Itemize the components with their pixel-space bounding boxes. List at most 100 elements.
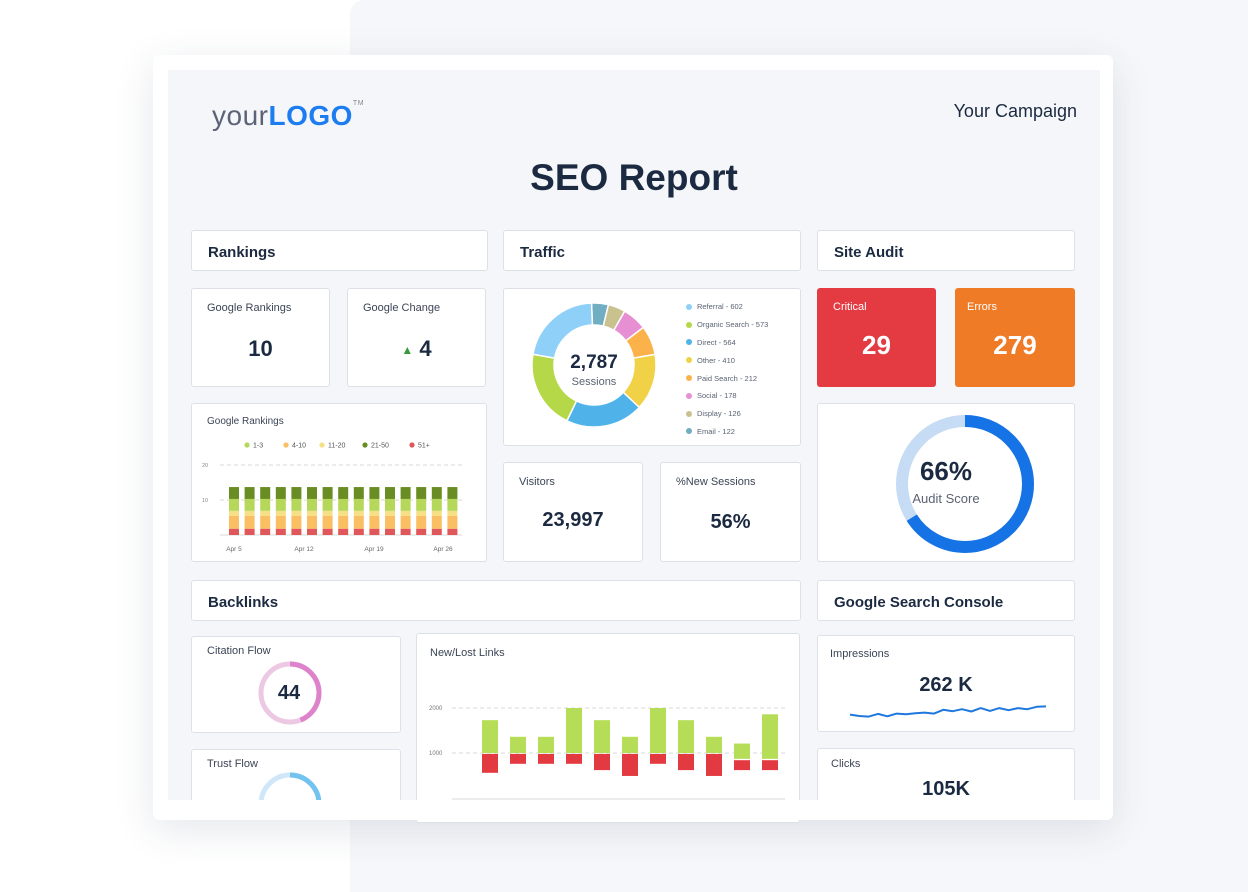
new-links-bar [706, 736, 722, 753]
x-tick-label: Apr 12 [294, 546, 314, 553]
legend-label: 11-20 [328, 443, 345, 450]
ring-progress [896, 415, 1034, 553]
new-links-bar [510, 736, 526, 753]
legend-dot [686, 321, 692, 328]
bar-segment-1-3 [307, 498, 317, 511]
lost-links-bar [566, 753, 582, 764]
bar-segment-4-10 [400, 515, 411, 529]
visitors-value: 23,997 [542, 509, 604, 531]
bar-segment-11-20 [338, 510, 349, 516]
section-rankings: Rankings [191, 230, 488, 271]
bar-segment-1-3 [275, 498, 286, 511]
legend-item: Social - 178 [686, 387, 768, 405]
card-label: Citation Flow [207, 645, 271, 657]
bar-segment-51+ [416, 528, 427, 535]
triangle-up-icon: ▲ [401, 343, 414, 357]
bar-segment-1-3 [338, 498, 349, 511]
critical-value: 29 [862, 330, 891, 360]
bar-segment-21-50 [260, 487, 271, 499]
legend-label: Paid Search - 212 [697, 373, 758, 383]
bar-segment-4-10 [260, 515, 271, 529]
new-sessions-value: 56% [710, 511, 751, 533]
legend-label: Social - 178 [697, 391, 737, 401]
logo-main: LOGO [268, 100, 353, 131]
legend-label: Direct - 564 [697, 337, 736, 347]
bar-segment-11-20 [291, 510, 302, 516]
legend-dot [686, 339, 692, 346]
bar-segment-11-20 [385, 510, 395, 516]
logo: yourLOGOTM [212, 100, 364, 132]
bar-segment-4-10 [244, 515, 255, 529]
google-rankings-chart-card: Google Rankings 10 20 Apr 5 Apr 12 Apr 19 Apr… [191, 403, 487, 562]
sessions-donut [531, 302, 657, 428]
bar-segment-11-20 [400, 510, 411, 516]
bar-segment-51+ [244, 528, 255, 535]
legend-item: Direct - 564 [686, 334, 768, 352]
impressions-value: 262 K [919, 674, 973, 696]
bar-segment-11-20 [353, 510, 364, 516]
impressions-card: Impressions 262 K [817, 635, 1075, 732]
bar-segment-51+ [353, 528, 364, 535]
bar-segment-51+ [447, 528, 458, 535]
bar-segment-4-10 [369, 515, 380, 529]
audit-score-label: Audit Score [912, 491, 980, 506]
visitors-card: Visitors 23,997 [503, 462, 643, 562]
bar-segment-21-50 [431, 487, 442, 499]
bar-segment-4-10 [431, 515, 442, 529]
critical-card: Critical 29 [817, 288, 936, 387]
bar-segment-51+ [431, 528, 442, 535]
bar-segment-1-3 [322, 498, 333, 511]
legend-label: Other - 410 [697, 355, 735, 365]
new-lost-links-chart: 1000 2000 [429, 706, 785, 800]
lost-links-bar [482, 753, 498, 773]
bar-segment-21-50 [385, 487, 395, 499]
card-label: Clicks [831, 758, 861, 770]
bar-segment-21-50 [322, 487, 333, 499]
bar-segment-1-3 [260, 498, 271, 511]
bar-segment-4-10 [447, 515, 458, 529]
new-links-bar [566, 708, 582, 753]
legend-dot [686, 410, 692, 417]
bar-segment-51+ [338, 528, 349, 535]
bar-segment-4-10 [322, 515, 333, 529]
section-gsc: Google Search Console [817, 580, 1075, 621]
bar-segment-4-10 [353, 515, 364, 529]
legend-item: Referral - 602 [686, 298, 768, 316]
section-site-audit: Site Audit [817, 230, 1075, 271]
google-rankings-value: 10 [248, 336, 273, 361]
bar-segment-11-20 [229, 510, 239, 516]
impressions-sparkline [849, 705, 1047, 718]
legend-label: 4-10 [292, 443, 306, 450]
lost-links-bar [762, 760, 778, 771]
section-traffic: Traffic [503, 230, 801, 271]
bar-segment-4-10 [275, 515, 286, 529]
new-links-bar [594, 720, 610, 753]
bar-segment-1-3 [416, 498, 427, 511]
legend-dot [686, 428, 692, 435]
bar-segment-1-3 [431, 498, 442, 511]
campaign-name: Your Campaign [953, 101, 1077, 121]
bar-segment-11-20 [431, 510, 442, 516]
bar-segment-11-20 [416, 510, 427, 516]
legend-dot [283, 442, 289, 448]
y-tick-label: 20 [202, 463, 208, 469]
new-links-bar [734, 743, 750, 759]
legend-item: Other - 410 [686, 351, 768, 369]
bar-segment-4-10 [307, 515, 317, 529]
lost-links-bar [622, 753, 638, 776]
slice-referral [532, 302, 594, 359]
google-rankings-chart: 10 20 Apr 5 Apr 12 Apr 19 Apr 26 1-3 4-10 11-20 2… [202, 442, 462, 553]
bar-segment-1-3 [229, 498, 239, 511]
legend-label: 51+ [418, 443, 430, 450]
audit-score-value: 66% [919, 456, 973, 486]
bar-segment-21-50 [244, 487, 255, 499]
card-label: Visitors [519, 476, 555, 488]
chart-title: Google Rankings [207, 416, 284, 427]
legend-label: Referral - 602 [697, 302, 743, 312]
bar-segment-11-20 [447, 510, 458, 516]
legend-dot [244, 442, 250, 448]
new-links-bar [650, 708, 666, 753]
x-tick-label: Apr 5 [226, 546, 242, 553]
lost-links-bar [734, 760, 750, 771]
bar-segment-21-50 [307, 487, 317, 499]
